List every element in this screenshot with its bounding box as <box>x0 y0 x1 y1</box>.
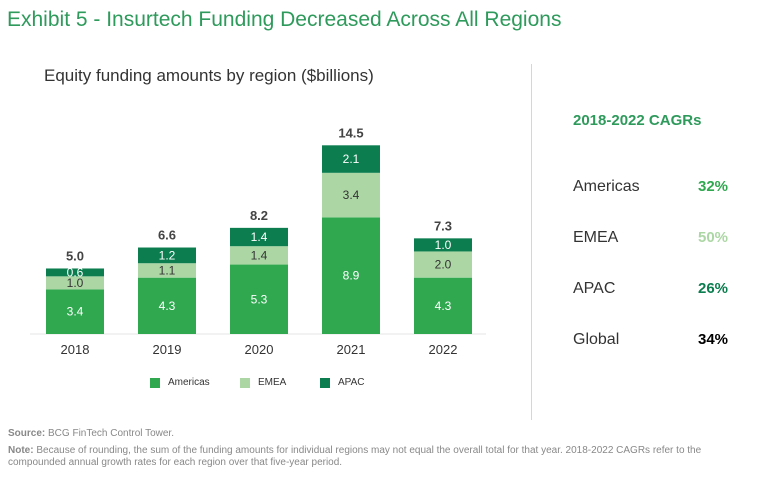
data-label-emea: 3.4 <box>343 188 360 202</box>
bar-americas-2019 <box>138 277 196 334</box>
cagr-row-emea: EMEA 50% <box>573 229 733 251</box>
bar-emea-2022 <box>414 251 472 278</box>
cagr-value: 34% <box>698 331 729 348</box>
bar-apac-2018 <box>46 268 104 277</box>
legend-item-emea: EMEA <box>240 377 286 388</box>
legend-label: EMEA <box>258 377 287 388</box>
bar-apac-2022 <box>414 238 472 252</box>
bar-apac-2020 <box>230 227 288 247</box>
bar-apac-2021 <box>322 145 380 173</box>
bar-apac-2019 <box>138 247 196 264</box>
legend-label: Americas <box>168 377 210 388</box>
legend-swatch <box>150 377 160 388</box>
x-tick-label: 2020 <box>245 342 274 357</box>
data-label-emea: 1.1 <box>159 263 176 277</box>
total-label: 14.5 <box>338 125 363 140</box>
total-label: 8.2 <box>250 208 268 223</box>
bar-group-2018: 3.4 1.00.6 5.0 2018 <box>46 248 104 357</box>
bar-americas-2021 <box>322 217 380 334</box>
bar-group-2019: 4.3 1.11.2 6.6 2019 <box>138 228 196 357</box>
data-label-emea: 2.0 <box>435 258 452 272</box>
data-label-apac: 1.4 <box>251 230 268 244</box>
bar-americas-2020 <box>230 264 288 334</box>
vertical-divider <box>531 64 532 420</box>
x-tick-label: 2019 <box>153 342 182 357</box>
data-label-americas: 3.4 <box>67 305 84 319</box>
footer-note: Note: Because of rounding, the sum of th… <box>8 445 760 469</box>
exhibit-title: Exhibit 5 - Insurtech Funding Decreased … <box>7 8 562 31</box>
legend-swatch <box>320 377 330 388</box>
bars-layer: 3.41.00.65.020184.31.11.26.620195.31.41.… <box>46 125 472 357</box>
data-label-americas: 8.9 <box>343 269 360 283</box>
bar-group-2021: 8.9 3.4 2.1 14.5 2021 <box>322 125 380 357</box>
bar-americas-2022 <box>414 277 472 334</box>
data-label-emea: 1.0 <box>67 276 84 290</box>
legend-item-americas: Americas <box>150 377 210 388</box>
bar-americas-2018 <box>46 289 104 334</box>
data-label-emea: 1.4 <box>251 248 268 262</box>
cagr-row-apac: APAC 26% <box>573 280 733 302</box>
bar-emea-2019 <box>138 263 196 278</box>
cagr-label: Global <box>573 331 620 348</box>
data-label-americas: 4.3 <box>435 299 452 313</box>
data-label-apac: 2.1 <box>343 152 360 166</box>
footer-source: Source: BCG FinTech Control Tower. <box>8 428 174 439</box>
bar-group-2020: 5.3 1.4 1.4 8.2 2020 <box>230 208 288 357</box>
legend-label: APAC <box>338 377 365 388</box>
x-tick-label: 2022 <box>429 342 458 357</box>
total-label: 5.0 <box>66 248 84 263</box>
data-label-americas: 5.3 <box>251 292 268 306</box>
cagr-title: 2018-2022 CAGRs <box>573 112 702 129</box>
note-label: Note: <box>8 445 34 456</box>
legend-swatch <box>240 377 250 388</box>
data-label-apac: 1.2 <box>159 248 176 262</box>
bar-emea-2020 <box>230 246 288 265</box>
cagr-row-global: Global 34% <box>573 331 733 353</box>
cagr-label: EMEA <box>573 229 619 246</box>
cagr-label: Americas <box>573 178 640 195</box>
bar-emea-2021 <box>322 172 380 218</box>
data-label-apac: 0.6 <box>67 265 84 279</box>
total-label: 7.3 <box>434 218 452 233</box>
bar-group-2022: 4.3 2.0 1.0 7.3 2022 <box>414 218 472 357</box>
chart-title: Equity funding amounts by region ($billi… <box>44 66 374 85</box>
stacked-bar-chart: 3.41.00.65.020184.31.11.26.620195.31.41.… <box>30 125 486 357</box>
cagr-value: 32% <box>698 178 729 195</box>
cagr-label: APAC <box>573 280 616 297</box>
note-text: Because of rounding, the sum of the fund… <box>8 445 702 468</box>
source-text: BCG FinTech Control Tower. <box>48 428 174 439</box>
x-tick-label: 2021 <box>337 342 366 357</box>
x-tick-label: 2018 <box>61 342 90 357</box>
cagr-row-americas: Americas 32% <box>573 178 733 200</box>
cagr-value: 26% <box>698 280 729 297</box>
bar-emea-2018 <box>46 276 104 290</box>
legend-item-apac: APAC <box>320 377 365 388</box>
total-label: 6.6 <box>158 228 176 243</box>
data-label-apac: 1.0 <box>435 238 452 252</box>
data-label-americas: 4.3 <box>159 299 176 313</box>
cagr-panel: 2018-2022 CAGRs Americas 32% EMEA 50% AP… <box>573 112 743 348</box>
source-label: Source: <box>8 428 46 439</box>
cagr-value: 50% <box>698 229 729 246</box>
